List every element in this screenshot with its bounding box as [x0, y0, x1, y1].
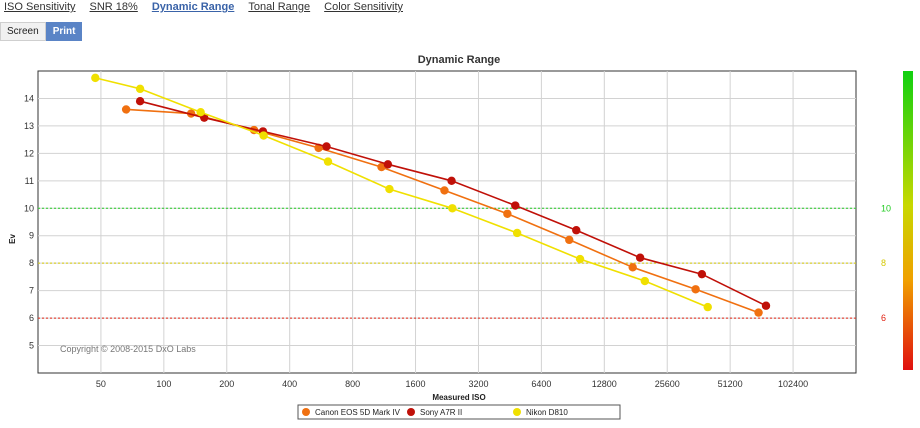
x-axis-ticks: 50 100 200 400 800 1600 3200 6400 12800 25600 5120…	[96, 379, 808, 389]
x-axis-label: Measured ISO	[432, 393, 485, 402]
data-point	[135, 97, 145, 106]
data-point	[575, 254, 585, 264]
screen-button[interactable]: Screen	[0, 22, 46, 41]
legend-label: Nikon D810	[526, 408, 568, 417]
y-axis-ticks: 5 6 7 8 9 10 11 12 13 14	[24, 93, 34, 350]
y-tick-label: 6	[29, 313, 34, 323]
data-point	[447, 176, 456, 186]
data-point	[377, 162, 386, 172]
data-point	[121, 105, 131, 114]
data-point	[259, 131, 268, 140]
tab-color-sensitivity[interactable]: Color Sensitivity	[324, 1, 403, 13]
reference-lines: 10 8 6	[38, 203, 891, 323]
y-axis-label: Ev	[8, 234, 17, 244]
copyright-text: Copyright © 2008-2015 DxO Labs	[60, 344, 196, 354]
x-tick-label: 12800	[592, 379, 617, 389]
tab-dynamic-range[interactable]: Dynamic Range	[151, 1, 235, 13]
y-tick-label: 12	[24, 148, 34, 158]
y-tick-label: 10	[24, 203, 34, 213]
tab-snr-18[interactable]: SNR 18%	[89, 1, 138, 13]
data-point	[135, 84, 145, 94]
legend-marker	[513, 408, 521, 416]
dynamic-range-chart: Dynamic Range 10 8 6 5 6 7 8 9 10 11 12 13 14 50 100…	[8, 54, 913, 420]
y-tick-label: 11	[25, 176, 34, 186]
chart-title: Dynamic Range	[418, 54, 501, 66]
series-group	[91, 73, 771, 317]
tab-iso-sensitivity[interactable]: ISO Sensitivity	[4, 1, 76, 13]
y-tick-label: 5	[29, 341, 34, 351]
data-point	[635, 253, 645, 262]
data-point	[91, 73, 100, 83]
quality-color-scale	[903, 71, 913, 370]
plot-area	[37, 70, 857, 374]
x-tick-label: 50	[96, 379, 106, 389]
data-point	[448, 204, 457, 213]
print-button[interactable]: Print	[45, 22, 83, 41]
data-point	[703, 302, 712, 312]
x-tick-label: 3200	[468, 379, 488, 389]
reference-line-label: 6	[881, 313, 886, 323]
data-point	[385, 184, 394, 194]
legend-label: Sony A7R II	[420, 408, 462, 417]
x-tick-label: 200	[219, 379, 234, 389]
x-tick-label: 100	[156, 379, 171, 389]
data-point	[691, 285, 700, 294]
reference-line-label: 10	[881, 203, 891, 213]
data-point	[754, 308, 763, 317]
data-point	[572, 226, 581, 235]
data-point	[440, 186, 449, 195]
view-toggle: Screen Print	[0, 22, 83, 41]
legend-box	[297, 404, 621, 420]
x-tick-label: 102400	[778, 379, 808, 389]
data-point	[511, 201, 520, 210]
data-point	[628, 263, 637, 272]
data-point	[761, 301, 771, 310]
y-tick-label: 14	[24, 93, 34, 103]
data-point	[512, 228, 522, 238]
data-point	[322, 142, 331, 151]
legend-label: Canon EOS 5D Mark IV	[315, 408, 401, 417]
measurement-tabs: ISO Sensitivity SNR 18% Dynamic Range To…	[4, 0, 417, 16]
x-tick-label: 800	[345, 379, 360, 389]
legend-marker	[302, 408, 310, 416]
data-point	[640, 276, 650, 286]
data-point	[565, 235, 574, 245]
y-tick-label: 8	[29, 258, 34, 268]
y-tick-label: 7	[29, 286, 34, 296]
x-tick-label: 6400	[531, 379, 551, 389]
legend: Canon EOS 5D Mark IV Sony A7R II Nikon D81…	[297, 404, 621, 420]
data-point	[383, 160, 393, 169]
data-point	[196, 107, 205, 117]
x-tick-label: 51200	[718, 379, 743, 389]
legend-marker	[407, 408, 415, 416]
tab-tonal-range[interactable]: Tonal Range	[248, 1, 311, 13]
x-tick-label: 400	[282, 379, 297, 389]
y-tick-label: 13	[24, 121, 34, 131]
reference-line-label: 8	[881, 258, 886, 268]
data-point	[503, 209, 512, 218]
data-point	[323, 157, 333, 166]
data-point	[697, 269, 707, 279]
x-tick-label: 25600	[655, 379, 680, 389]
x-tick-label: 1600	[406, 379, 426, 389]
y-tick-label: 9	[29, 231, 34, 241]
